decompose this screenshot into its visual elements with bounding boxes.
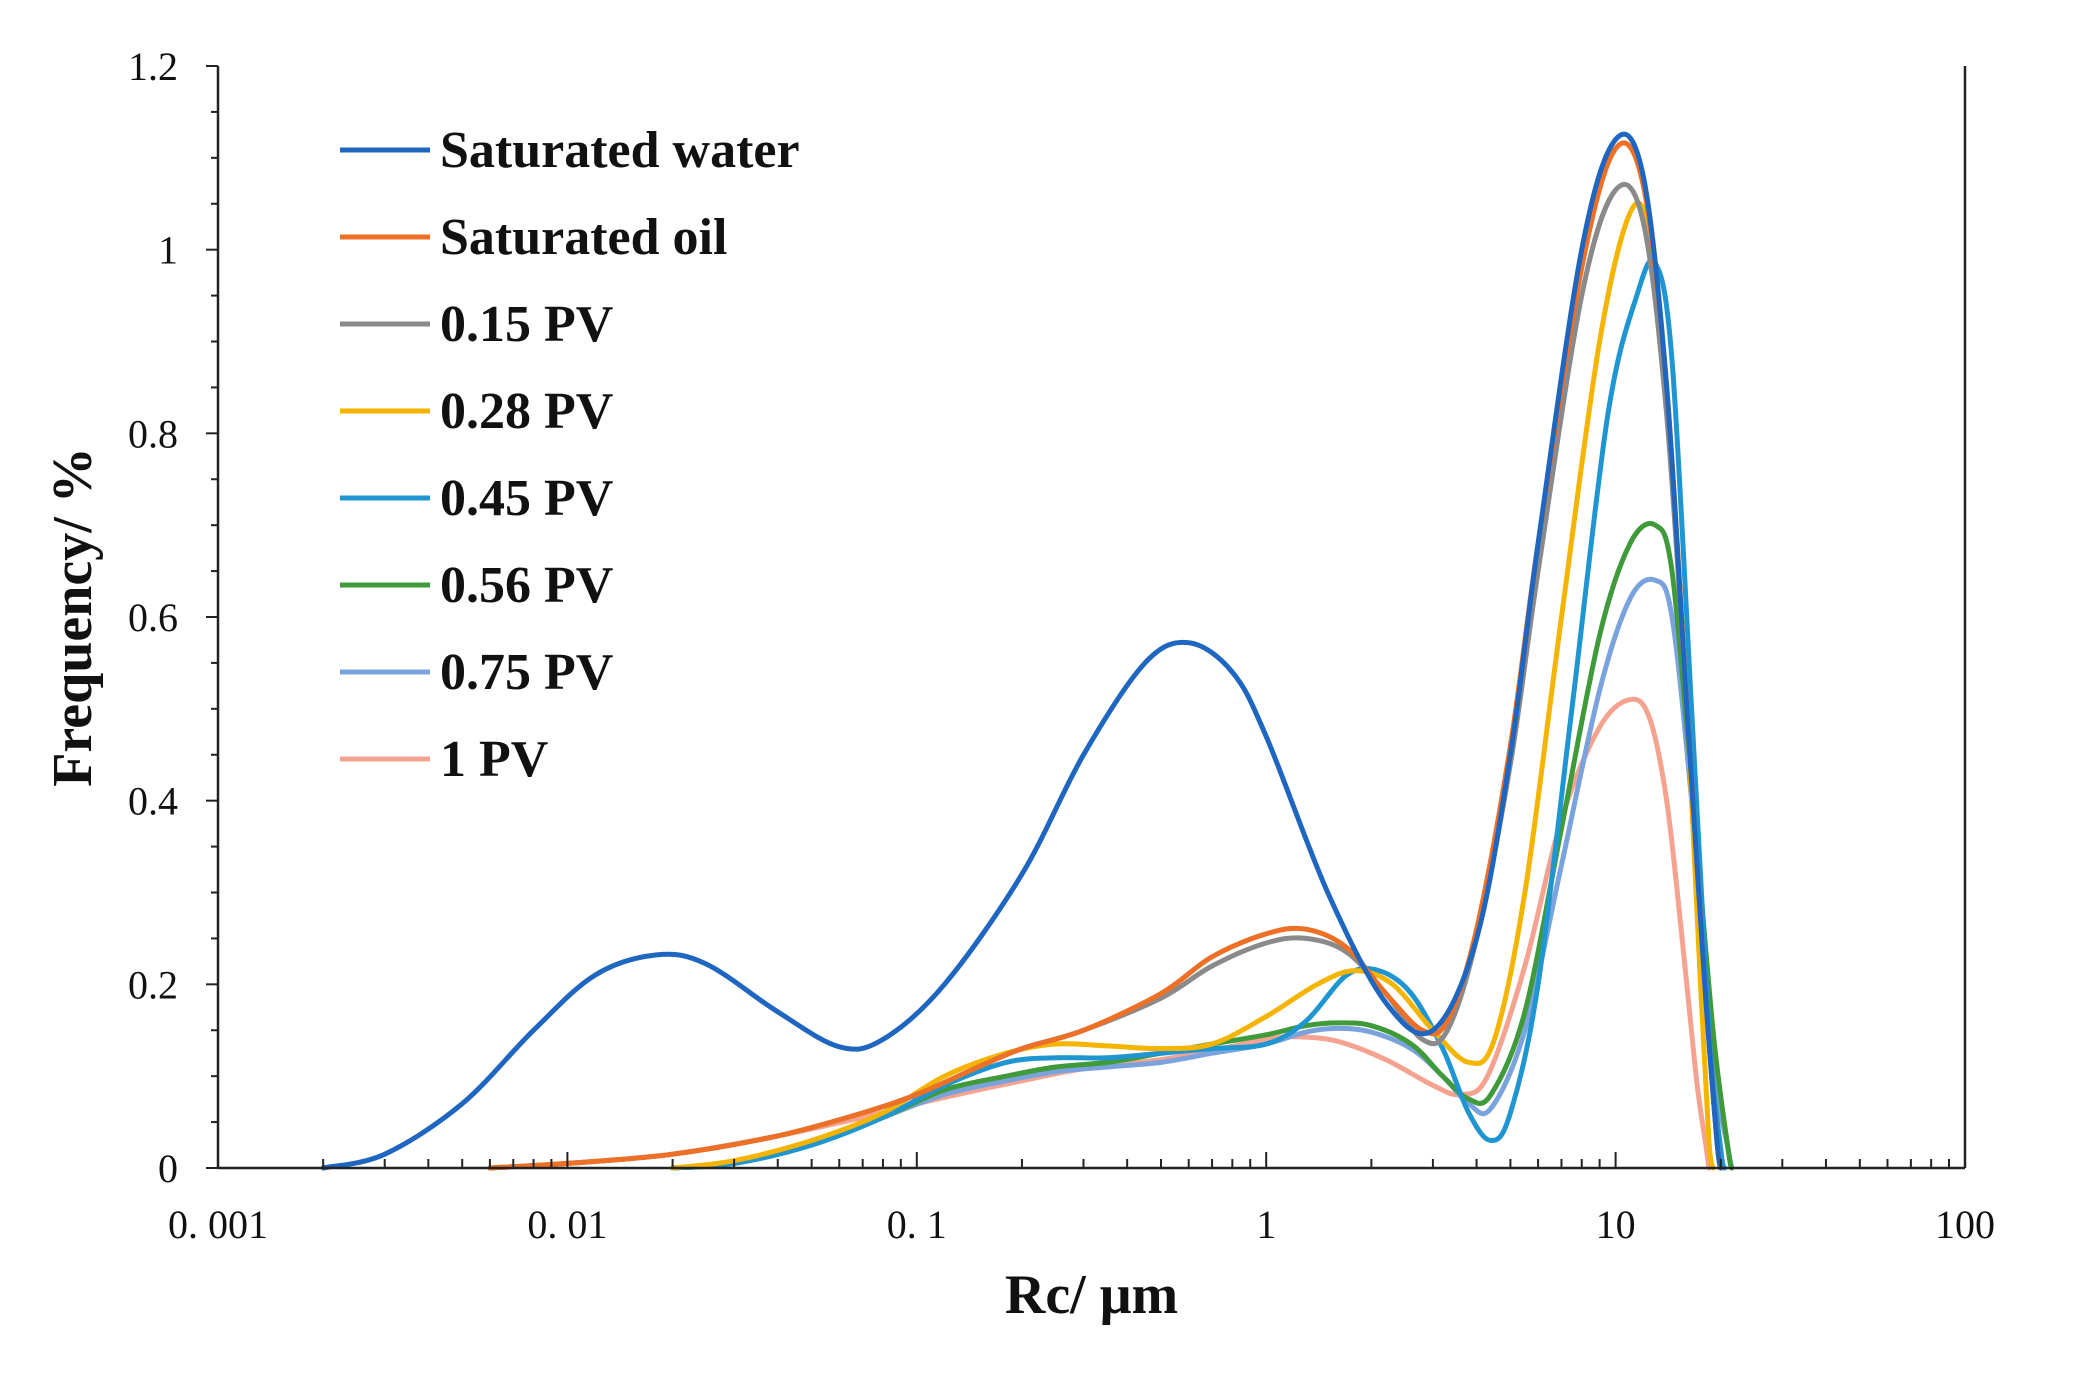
x-tick-label: 0. 01: [527, 1202, 607, 1247]
y-tick-label: 0.6: [128, 595, 178, 640]
x-tick-label: 1: [1256, 1202, 1276, 1247]
x-axis-title: Rc/ μm: [1005, 1264, 1178, 1326]
ticks-layer: 0 0.2 0.4 0.6 0.8 1 1.2 0. 001 0. 01 0. 1 1 10 100: [128, 44, 1995, 1247]
y-tick-label: 1.2: [128, 44, 178, 89]
legend-label-0-45-pv: 0.45 PV: [440, 470, 613, 527]
x-tick-label: 0. 001: [168, 1202, 268, 1247]
y-axis-title: Frequency/ %: [42, 447, 104, 787]
y-tick-label: 0.8: [128, 411, 178, 456]
legend-label-0-28-pv: 0.28 PV: [440, 383, 613, 440]
series-line-0-56-pv: [670, 521, 1735, 1171]
legend-label-0-75-pv: 0.75 PV: [440, 644, 613, 701]
series-line-0-28-pv: [670, 200, 1716, 1171]
y-tick-label: 0: [158, 1146, 178, 1191]
legend-label-saturated-oil: Saturated oil: [440, 209, 727, 266]
legend-label-saturated-water: Saturated water: [440, 122, 800, 179]
series-layer: [320, 131, 1735, 1171]
y-tick-label: 0.2: [128, 962, 178, 1007]
legend-label-0-56-pv: 0.56 PV: [440, 557, 613, 614]
x-tick-label: 100: [1935, 1202, 1995, 1247]
legend-label-1-pv: 1 PV: [440, 731, 548, 788]
x-tick-label: 10: [1596, 1202, 1636, 1247]
series-line-saturated-oil: [487, 140, 1724, 1171]
legend: Saturated water Saturated oil 0.15 PV 0.28 …: [340, 122, 800, 788]
series-line-0-75-pv: [670, 576, 1735, 1171]
x-tick-label: 0. 1: [887, 1202, 947, 1247]
y-tick-label: 0.4: [128, 779, 178, 824]
y-tick-label: 1: [158, 228, 178, 273]
series-line-1-pv: [487, 696, 1712, 1171]
series-line-0-45-pv: [670, 257, 1727, 1171]
legend-label-0-15-pv: 0.15 PV: [440, 296, 613, 353]
series-line-saturated-water: [320, 131, 1724, 1171]
